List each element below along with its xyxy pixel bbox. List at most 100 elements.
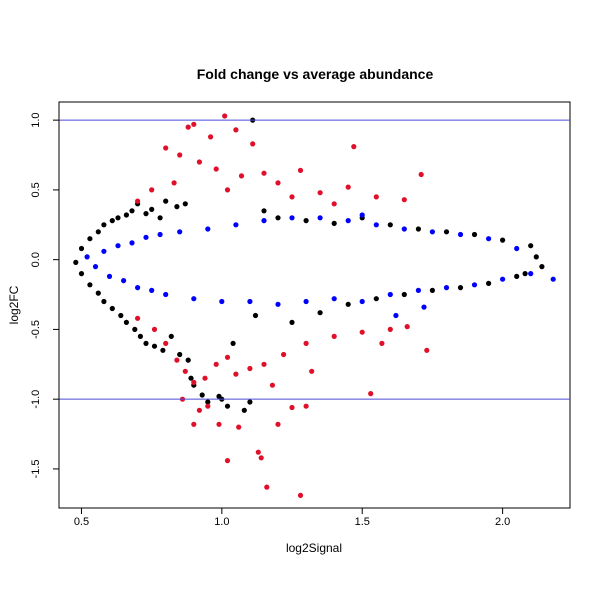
data-point <box>528 243 534 249</box>
y-tick-label: -1.0 <box>30 390 42 409</box>
data-point <box>539 264 545 270</box>
data-point <box>359 212 365 218</box>
data-point <box>205 399 211 405</box>
data-point <box>101 222 107 228</box>
data-point <box>331 220 337 226</box>
data-point <box>359 329 365 335</box>
data-point <box>415 287 421 293</box>
data-point <box>379 340 385 346</box>
data-point <box>191 421 197 427</box>
data-point <box>331 333 337 339</box>
data-point <box>550 276 556 282</box>
y-tick-label: 0.0 <box>30 252 42 267</box>
data-point <box>275 421 281 427</box>
data-point <box>222 113 228 119</box>
x-axis: 0.5 1.0 1.5 2.0 <box>74 507 510 528</box>
data-point <box>522 271 528 277</box>
data-point <box>168 333 174 339</box>
data-point <box>213 361 219 367</box>
data-point <box>163 198 169 204</box>
data-point <box>101 248 107 254</box>
data-point <box>118 312 124 319</box>
plot-frame <box>58 101 571 509</box>
data-point <box>331 201 337 207</box>
data-point <box>149 206 155 212</box>
data-point <box>457 285 464 291</box>
data-point <box>160 347 166 353</box>
data-point <box>84 254 90 260</box>
data-point <box>199 392 205 398</box>
data-point <box>78 245 85 252</box>
reference-lines <box>59 119 570 400</box>
data-point <box>514 245 520 252</box>
data-point <box>149 287 155 293</box>
data-point <box>174 204 180 210</box>
data-point <box>163 340 169 346</box>
data-point <box>143 340 149 346</box>
data-point <box>387 326 393 332</box>
data-point <box>185 357 191 363</box>
data-point <box>393 312 399 319</box>
y-tick-label: -0.5 <box>30 320 42 339</box>
data-point <box>533 254 539 260</box>
data-point <box>252 312 259 319</box>
data-point <box>297 492 304 498</box>
data-point <box>331 296 337 302</box>
data-point <box>188 375 194 381</box>
data-point <box>373 222 379 228</box>
data-point <box>95 229 101 235</box>
x-tick-label: 1.0 <box>214 516 229 528</box>
data-point <box>424 347 430 353</box>
data-point <box>317 190 323 196</box>
data-point <box>157 231 163 238</box>
data-point <box>317 310 323 316</box>
data-point <box>289 215 295 221</box>
data-point <box>205 226 211 232</box>
data-point <box>224 458 231 464</box>
data-point <box>359 298 365 305</box>
data-point <box>202 375 208 381</box>
data-point <box>275 215 281 221</box>
data-point <box>177 152 183 158</box>
y-tick-label: 0.5 <box>30 182 42 197</box>
data-point <box>387 222 393 228</box>
data-point <box>129 208 135 214</box>
data-point <box>373 194 379 200</box>
data-point <box>109 305 115 312</box>
data-point <box>309 368 315 374</box>
x-tick-label: 0.5 <box>74 516 89 528</box>
data-point <box>241 407 247 413</box>
data-point <box>261 361 267 367</box>
data-point <box>500 276 506 282</box>
data-point <box>87 236 93 242</box>
data-point <box>233 371 239 377</box>
data-point <box>471 282 478 288</box>
data-point <box>171 180 177 186</box>
data-point <box>345 184 351 190</box>
data-point <box>163 145 169 151</box>
data-point <box>196 159 202 165</box>
data-point <box>373 296 379 302</box>
data-point <box>261 208 267 214</box>
data-point <box>137 333 143 339</box>
data-point <box>224 187 231 193</box>
data-point <box>261 218 267 224</box>
data-point <box>264 484 270 490</box>
data-point <box>123 212 129 218</box>
data-point <box>143 211 149 217</box>
data-point <box>123 319 129 325</box>
data-point <box>401 197 407 203</box>
data-point <box>289 194 295 200</box>
data-point <box>87 282 93 288</box>
data-point <box>443 229 450 235</box>
data-point <box>73 259 79 265</box>
data-point <box>387 291 393 298</box>
data-point <box>177 351 183 358</box>
data-point <box>151 343 158 349</box>
data-point <box>132 326 138 332</box>
data-point <box>233 127 239 133</box>
data-point <box>289 319 295 325</box>
data-point <box>177 229 183 235</box>
data-point <box>95 290 101 296</box>
data-point <box>106 273 113 279</box>
